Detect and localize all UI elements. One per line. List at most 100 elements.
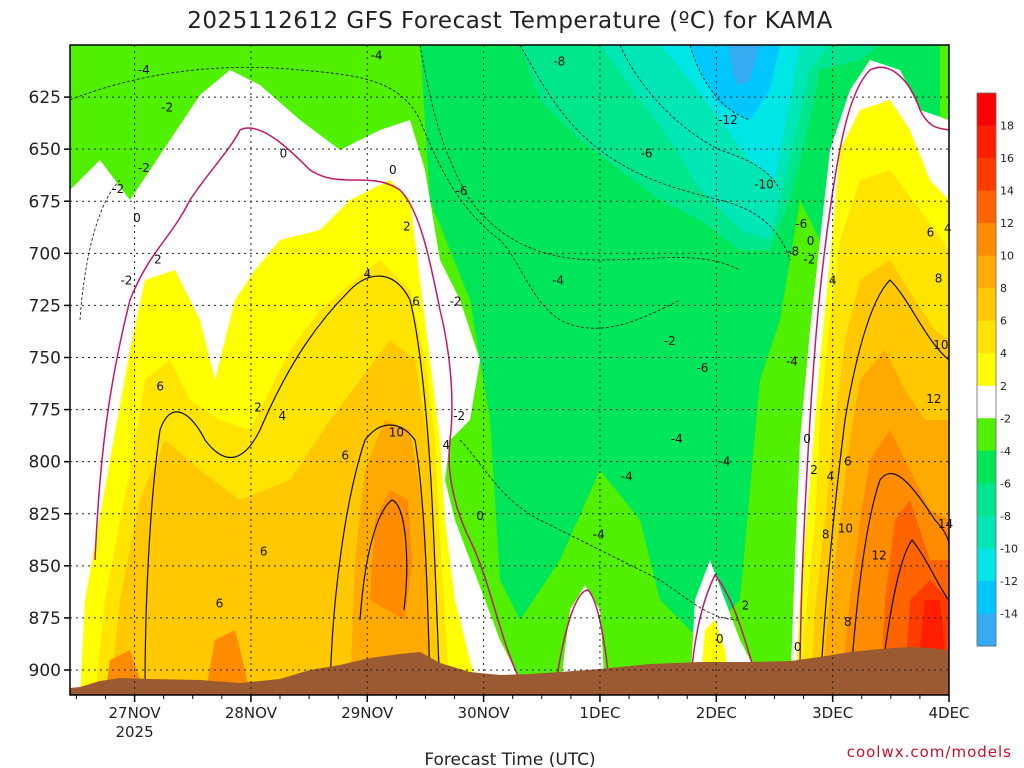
contour-label: -6 bbox=[641, 146, 653, 160]
contour-label: 4 bbox=[827, 469, 835, 483]
y-tick-label: 900 bbox=[29, 661, 61, 681]
contour-label: -4 bbox=[718, 455, 730, 469]
heatmap-field bbox=[70, 45, 949, 695]
gridlines bbox=[70, 45, 949, 695]
contour-label: -2 bbox=[112, 182, 124, 196]
contour-label: 4 bbox=[829, 273, 837, 287]
x-tick-label: 4DEC bbox=[928, 704, 969, 722]
y-tick-label: 850 bbox=[29, 557, 61, 577]
contour-label: 12 bbox=[872, 548, 887, 562]
y-tick-label: 800 bbox=[29, 453, 61, 473]
contour-label: 12 bbox=[926, 392, 941, 406]
colorbar-segment bbox=[977, 385, 996, 419]
colorbar-label: 4 bbox=[1000, 347, 1007, 360]
colorbar-segment bbox=[977, 125, 996, 159]
y-tick-label: 825 bbox=[29, 505, 61, 525]
contour-label: -2 bbox=[138, 161, 150, 175]
contour-label: -8 bbox=[787, 244, 799, 258]
colorbar-segment bbox=[977, 548, 996, 582]
contour-label: 10 bbox=[933, 338, 948, 352]
y-tick-label: 625 bbox=[29, 88, 61, 108]
contour-label: 4 bbox=[944, 221, 952, 235]
x-tick-label: 28NOV bbox=[225, 704, 278, 722]
contour-label: 0 bbox=[476, 509, 484, 523]
contour-label: -6 bbox=[795, 217, 807, 231]
contour-label: -4 bbox=[671, 432, 683, 446]
contour-label: 2 bbox=[403, 219, 411, 233]
contour-label: 6 bbox=[341, 448, 349, 462]
colorbar: 18 16 14 12 10 8 6 4 2 -2 -4 -6 -8 -10 -12 -14 bbox=[976, 92, 1018, 647]
contour-label: -4 bbox=[371, 48, 383, 62]
plot-frame bbox=[69, 44, 950, 696]
colorbar-label: -14 bbox=[1000, 607, 1018, 620]
contour-label: 0 bbox=[389, 163, 397, 177]
x-axis-label: Forecast Time (UTC) bbox=[424, 750, 595, 768]
y-axis: 625 650 675 700 725 750 775 800 825 850 875 900 bbox=[29, 88, 70, 681]
colorbar-label: 6 bbox=[1000, 315, 1007, 328]
contour-label: -6 bbox=[696, 361, 708, 375]
contour-label: -12 bbox=[718, 113, 738, 127]
y-tick-label: 700 bbox=[29, 244, 61, 264]
contour-label: 2 bbox=[742, 598, 750, 612]
contour-label: -2 bbox=[120, 273, 132, 287]
colorbar-segment bbox=[977, 320, 996, 354]
colorbar-segment bbox=[977, 483, 996, 517]
contour-label: -2 bbox=[450, 294, 462, 308]
colorbar-label: 12 bbox=[1000, 217, 1014, 230]
colorbar-segment bbox=[977, 93, 996, 127]
colorbar-label: -10 bbox=[1000, 542, 1018, 555]
contour-label: 0 bbox=[133, 211, 141, 225]
contour-label: 4 bbox=[279, 409, 287, 423]
contour-label: -4 bbox=[593, 528, 605, 542]
colorbar-segment bbox=[977, 450, 996, 484]
contour-label: 6 bbox=[412, 294, 420, 308]
contour-label: 0 bbox=[716, 632, 724, 646]
contour-label: 10 bbox=[838, 521, 853, 535]
colorbar-label: -12 bbox=[1000, 575, 1018, 588]
colorbar-segment bbox=[977, 353, 996, 387]
x-tick-sublabel: 2025 bbox=[115, 723, 153, 741]
colorbar-label: 18 bbox=[1000, 120, 1014, 133]
contour-label: -4 bbox=[786, 355, 798, 369]
contour-label: -2 bbox=[664, 334, 676, 348]
contour-label: -4 bbox=[552, 273, 564, 287]
contour-label: 4 bbox=[443, 438, 451, 452]
x-tick-label: 27NOV bbox=[109, 704, 162, 722]
colorbar-segment bbox=[977, 515, 996, 549]
contour-label: 6 bbox=[260, 544, 268, 558]
terrain bbox=[70, 647, 949, 695]
contour-label: -8 bbox=[553, 55, 565, 69]
contour-label: 0 bbox=[807, 234, 815, 248]
x-tick-label: 3DEC bbox=[812, 704, 853, 722]
colorbar-segment bbox=[977, 613, 996, 647]
contour-label: 0 bbox=[794, 640, 802, 654]
contour-label: -10 bbox=[754, 178, 774, 192]
colorbar-segment bbox=[977, 288, 996, 322]
contour-label: 8 bbox=[822, 528, 830, 542]
colorbar-label: 8 bbox=[1000, 282, 1007, 295]
colorbar-label: -2 bbox=[1000, 412, 1011, 425]
contour-label: 2 bbox=[810, 463, 818, 477]
contour-label: 14 bbox=[938, 517, 953, 531]
colorbar-segment bbox=[977, 418, 996, 452]
contour-label: 8 bbox=[844, 615, 852, 629]
contour-label: 6 bbox=[156, 380, 164, 394]
y-tick-label: 750 bbox=[29, 349, 61, 369]
colorbar-segment bbox=[977, 190, 996, 224]
y-tick-label: 675 bbox=[29, 192, 61, 212]
colorbar-segment bbox=[977, 255, 996, 289]
y-tick-label: 725 bbox=[29, 296, 61, 316]
contour-label: -2 bbox=[161, 101, 173, 115]
source-credit: coolwx.com/models bbox=[847, 743, 1012, 761]
colorbar-segment bbox=[977, 158, 996, 192]
contour-label: -6 bbox=[456, 184, 468, 198]
x-tick-label: 1DEC bbox=[579, 704, 620, 722]
colorbar-label: 10 bbox=[1000, 250, 1014, 263]
contour-label: 8 bbox=[935, 271, 943, 285]
contour-label: 6 bbox=[844, 455, 852, 469]
contour-label: -2 bbox=[803, 253, 815, 267]
contour-label: 0 bbox=[280, 146, 288, 160]
